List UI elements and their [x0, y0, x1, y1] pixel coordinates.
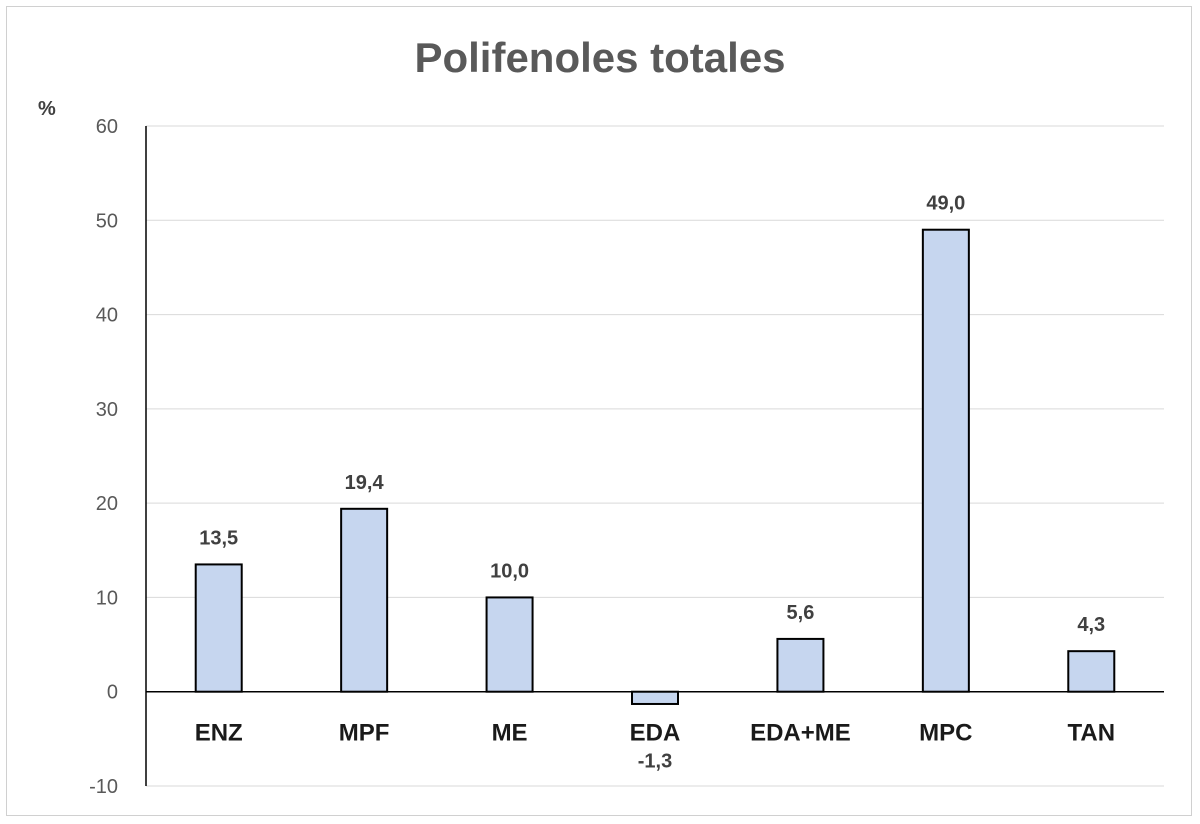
x-axis-categories: ENZ MPF ME EDA EDA+ME MPC TAN	[195, 720, 1115, 747]
bar	[631, 690, 679, 705]
y-axis-unit-label: %	[38, 98, 56, 120]
y-tick-label: 20	[96, 493, 118, 515]
data-label: -1,3	[638, 751, 672, 773]
bar	[340, 507, 389, 693]
data-label: 4,3	[1077, 614, 1105, 636]
bar	[485, 596, 534, 693]
y-axis-ticks: 60 50 40 30 20 10 0 -10	[89, 116, 118, 798]
y-tick-label: 10	[96, 587, 118, 609]
y-tick-label: 40	[96, 305, 118, 327]
bars	[194, 228, 1116, 705]
gridlines	[146, 125, 1164, 787]
bar	[921, 228, 970, 693]
x-category-label: EDA	[630, 720, 681, 747]
x-category-label: MPF	[339, 720, 390, 747]
bar	[194, 563, 243, 693]
y-tick-label: 30	[96, 399, 118, 421]
x-category-label: MPC	[919, 720, 972, 747]
data-label: 5,6	[787, 602, 815, 624]
x-category-label: ENZ	[195, 720, 243, 747]
chart-frame	[6, 6, 1192, 816]
x-category-label: ME	[492, 720, 528, 747]
data-label: 13,5	[199, 527, 238, 549]
data-label: 19,4	[345, 472, 385, 494]
bar	[1067, 650, 1116, 693]
y-tick-label: -10	[89, 776, 118, 798]
data-label: 10,0	[490, 560, 529, 582]
axes	[145, 126, 1164, 786]
y-tick-label: 0	[107, 682, 118, 704]
bar	[776, 637, 825, 693]
data-label: 49,0	[926, 193, 965, 215]
chart-title: Polifenoles totales	[414, 34, 786, 81]
y-tick-label: 60	[96, 116, 118, 138]
data-labels: 13,5 19,4 10,0 -1,3 5,6 49,0 4,3	[199, 193, 1105, 773]
y-tick-label: 50	[96, 210, 118, 232]
x-category-label: EDA+ME	[750, 720, 851, 747]
x-category-label: TAN	[1068, 720, 1116, 747]
